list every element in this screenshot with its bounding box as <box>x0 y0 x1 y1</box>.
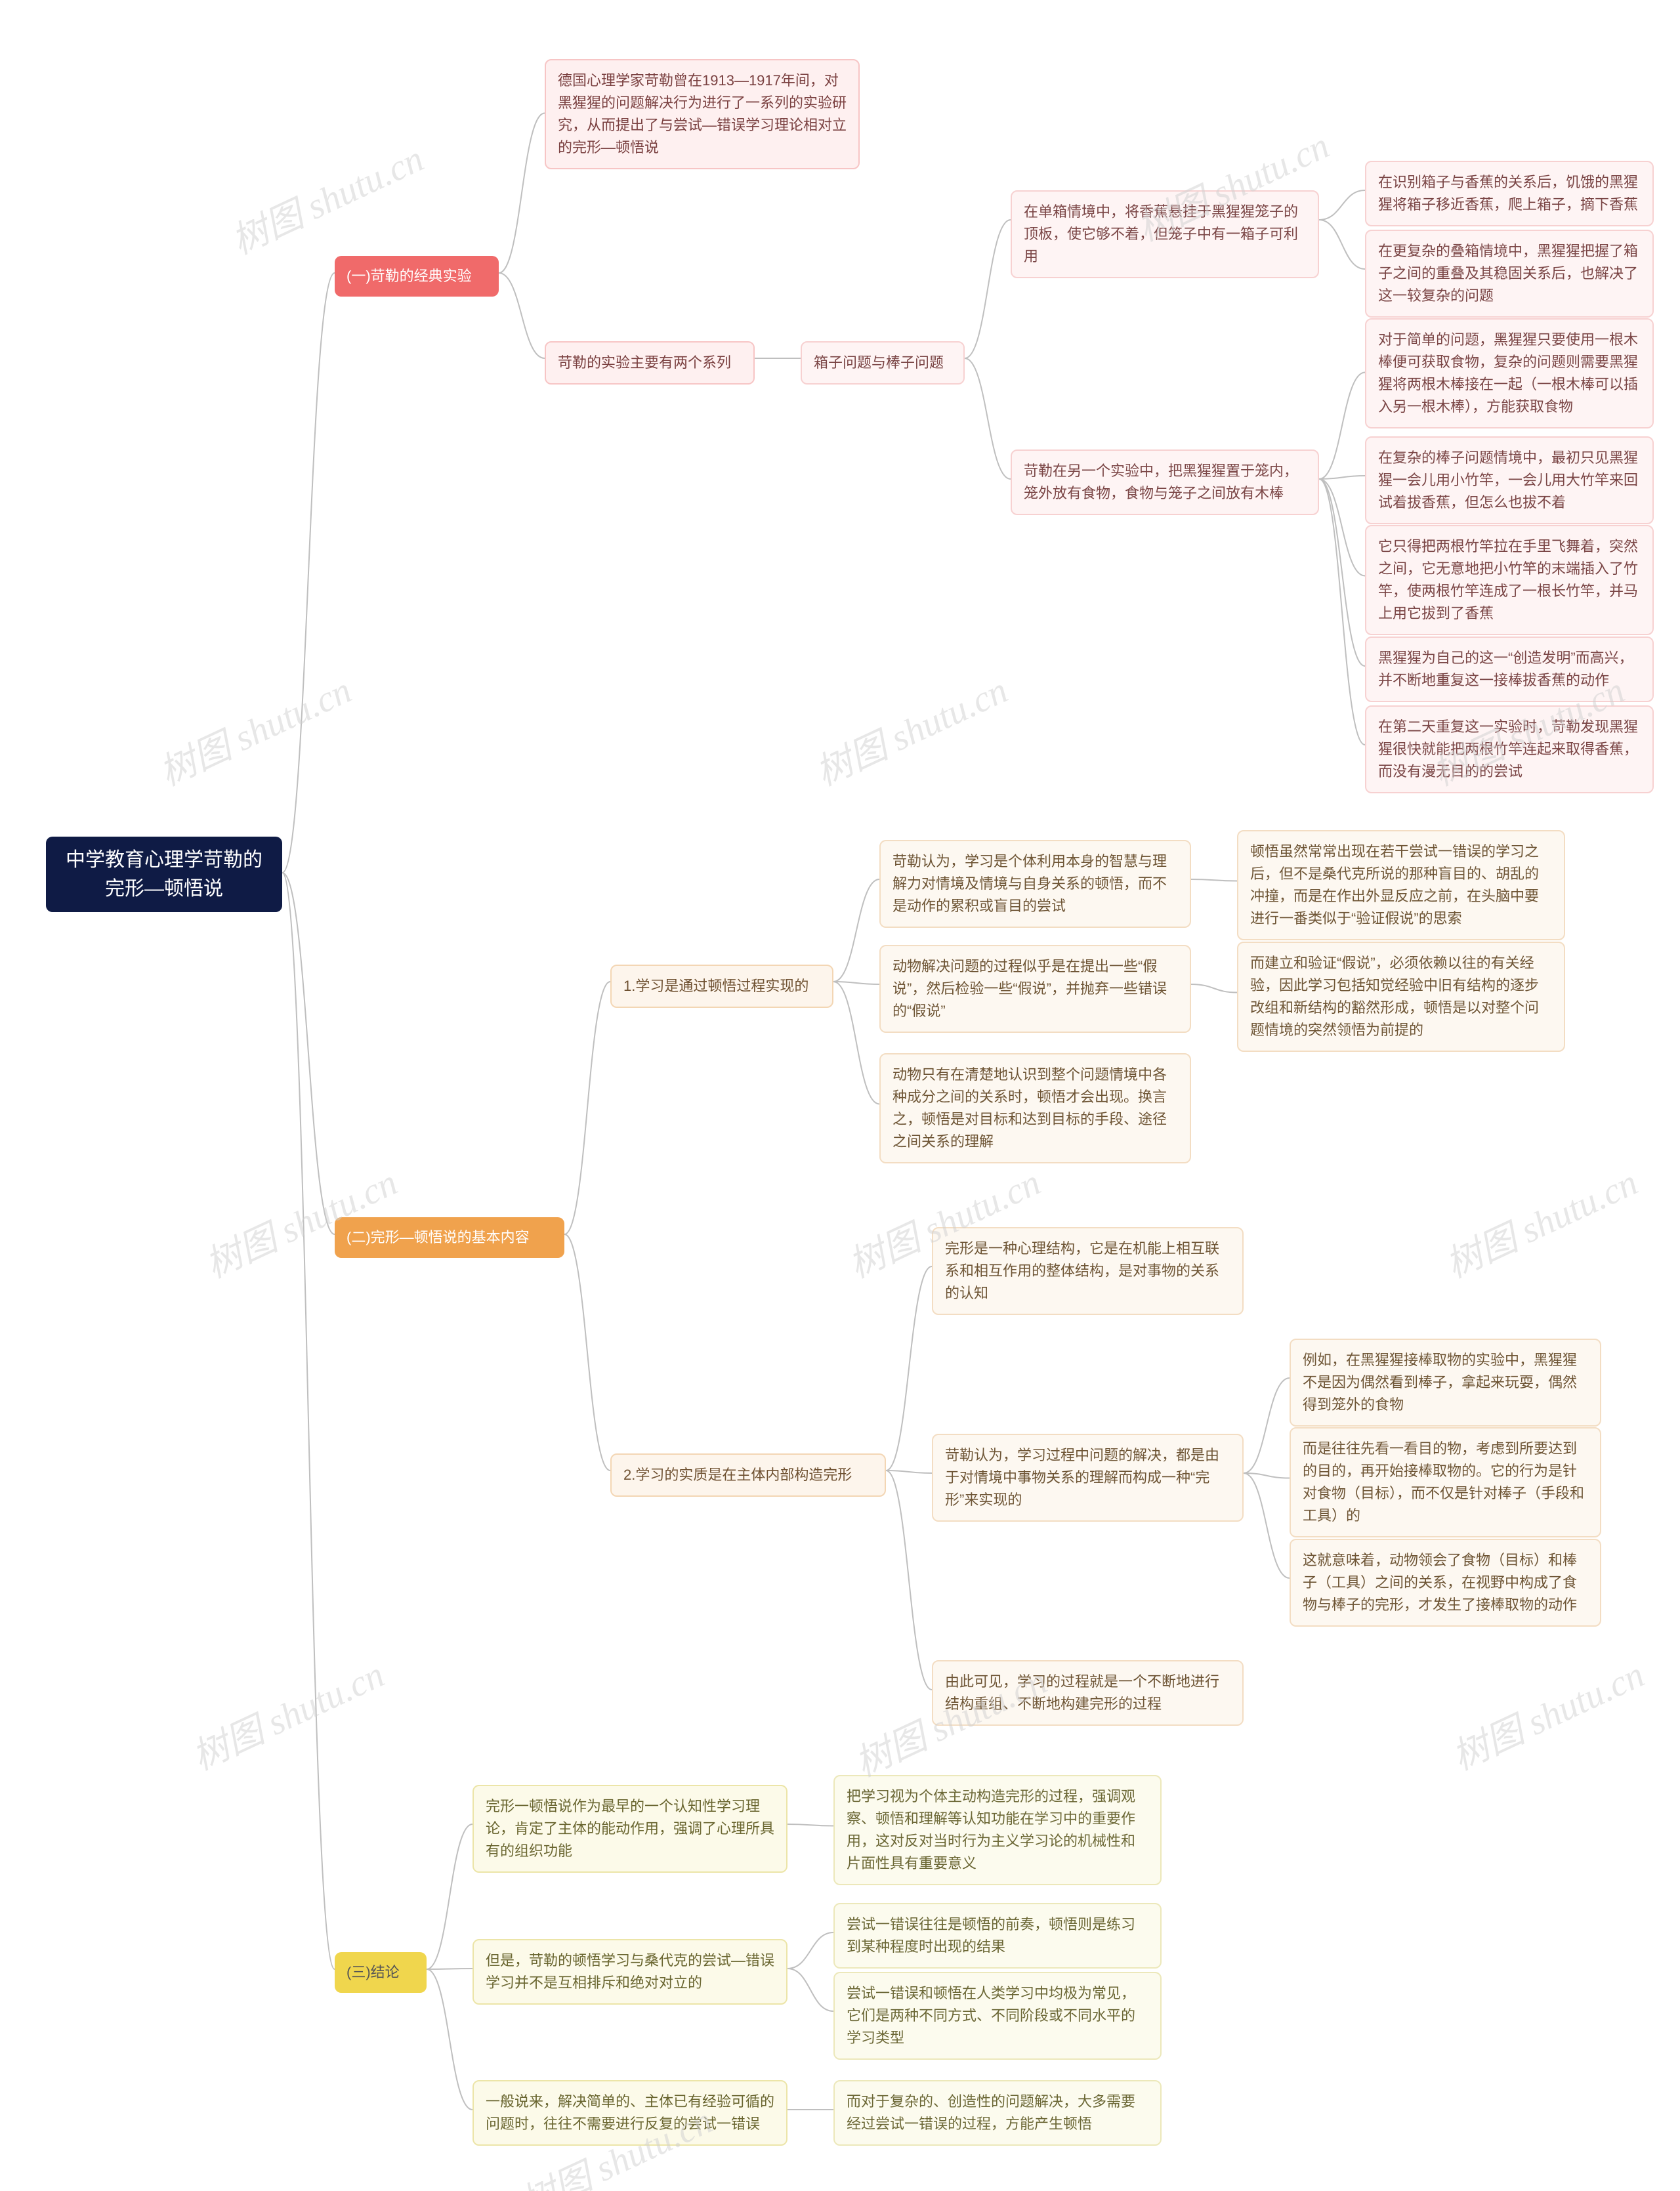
mindmap-node: (二)完形—顿悟说的基本内容 <box>335 1217 564 1258</box>
connector <box>1244 1378 1290 1473</box>
connector <box>965 220 1011 358</box>
mindmap-node: 动物只有在清楚地认识到整个问题情境中各种成分之间的关系时，顿悟才会出现。换言之，… <box>879 1053 1191 1163</box>
watermark: 树图 shutu.cn <box>1442 1645 1652 1780</box>
connector <box>886 1266 932 1471</box>
mindmap-node: 它只得把两根竹竿拉在手里飞舞着，突然之间，它无意地把小竹竿的末端插入了竹竿，使两… <box>1365 525 1654 635</box>
connector <box>1319 220 1365 269</box>
mindmap-node: 中学教育心理学苛勒的完形—顿悟说 <box>46 837 282 912</box>
connector <box>499 273 545 358</box>
connector <box>1319 479 1365 576</box>
mindmap-node: 完形一顿悟说作为最早的一个认知性学习理论，肯定了主体的能动作用，强调了心理所具有… <box>472 1785 788 1873</box>
mindmap-node: 在复杂的棒子问题情境中，最初只见黑猩猩一会儿用小竹竿，一会儿用大竹竿来回试着拔香… <box>1365 436 1654 524</box>
mindmap-node: 在识别箱子与香蕉的关系后，饥饿的黑猩猩将箱子移近香蕉，爬上箱子，摘下香蕉 <box>1365 161 1654 226</box>
mindmap-node: 而对于复杂的、创造性的问题解决，大多需要经过尝试一错误的过程，方能产生顿悟 <box>833 2080 1162 2146</box>
connector <box>788 1932 833 1969</box>
connector <box>1244 1473 1290 1478</box>
mindmap-node: 箱子问题与棒子问题 <box>801 341 965 385</box>
mindmap-node: 在单箱情境中，将香蕉悬挂于黑猩猩笼子的顶板，使它够不着，但笼子中有一箱子可利用 <box>1011 190 1319 278</box>
connector <box>886 1471 932 1690</box>
connector <box>1319 479 1365 666</box>
mindmap-node: 苛勒的实验主要有两个系列 <box>545 341 755 385</box>
mindmap-node: 而是往往先看一看目的物，考虑到所要达到的目的，再开始接棒取物的。它的行为是针对食… <box>1290 1427 1601 1537</box>
connector <box>788 1824 833 1826</box>
mindmap-node: 1.学习是通过顿悟过程实现的 <box>610 965 833 1008</box>
connector <box>886 1471 932 1473</box>
connector <box>564 982 610 1234</box>
connector <box>564 1234 610 1471</box>
watermark: 树图 shutu.cn <box>806 661 1015 796</box>
mindmap-node: 尝试一错误和顿悟在人类学习中均极为常见，它们是两种不同方式、不同阶段或不同水平的… <box>833 1972 1162 2060</box>
connector <box>833 982 879 1104</box>
connector <box>833 982 879 984</box>
mindmap-node: 苛勒在另一个实验中，把黑猩猩置于笼内，笼外放有食物，食物与笼子之间放有木棒 <box>1011 449 1319 515</box>
connector <box>1319 476 1365 479</box>
mindmap-node: 而建立和验证“假说”，必须依赖以往的有关经验，因此学习包括知觉经验中旧有结构的逐… <box>1237 942 1565 1052</box>
connector <box>1191 879 1237 881</box>
watermark: 树图 shutu.cn <box>1436 1153 1645 1288</box>
mindmap-node: 德国心理学家苛勒曾在1913—1917年间，对黑猩猩的问题解决行为进行了一系列的… <box>545 59 860 169</box>
connector <box>1319 479 1365 745</box>
connector <box>788 1969 833 2011</box>
connector <box>282 273 335 873</box>
mindmap-node: 把学习视为个体主动构造完形的过程，强调观察、顿悟和理解等认知功能在学习中的重要作… <box>833 1775 1162 1885</box>
connector <box>1319 190 1365 220</box>
mindmap-node: 由此可见，学习的过程就是一个不断地进行结构重组、不断地构建完形的过程 <box>932 1660 1244 1726</box>
watermark: 树图 shutu.cn <box>182 1645 392 1780</box>
connector <box>833 879 879 982</box>
mindmap-node: 对于简单的问题，黑猩猩只要使用一根木棒便可获取食物，复杂的问题则需要黑猩猩将两根… <box>1365 318 1654 428</box>
connector <box>282 873 335 1234</box>
connector <box>427 1824 472 1969</box>
mindmap-node: (一)苛勒的经典实验 <box>335 256 499 297</box>
mindmap-node: (三)结论 <box>335 1952 427 1993</box>
connector <box>499 114 545 274</box>
mindmap-node: 在更复杂的叠箱情境中，黑猩猩把握了箱子之间的重叠及其稳固关系后，也解决了这一较复… <box>1365 230 1654 318</box>
mindmap-node: 黑猩猩为自己的这一“创造发明”而高兴，并不断地重复这一接棒拔香蕉的动作 <box>1365 636 1654 702</box>
mindmap-node: 动物解决问题的过程似乎是在提出一些“假说”，然后检验一些“假说”，并抛弃一些错误… <box>879 945 1191 1033</box>
mindmap-node: 苛勒认为，学习是个体利用本身的智慧与理解力对情境及情境与自身关系的顿悟，而不是动… <box>879 840 1191 928</box>
mindmap-node: 顿悟虽然常常出现在若干尝试一错误的学习之后，但不是桑代克所说的那种盲目的、胡乱的… <box>1237 830 1565 940</box>
mindmap-node: 但是，苛勒的顿悟学习与桑代克的尝试—错误学习并不是互相排斥和绝对对立的 <box>472 1939 788 2005</box>
mindmap-node: 苛勒认为，学习过程中问题的解决，都是由于对情境中事物关系的理解而构成一种“完形”… <box>932 1434 1244 1522</box>
mindmap-node: 尝试一错误往往是顿悟的前奏，顿悟则是练习到某种程度时出现的结果 <box>833 1903 1162 1969</box>
connector <box>282 873 335 1969</box>
connector <box>427 1969 472 2110</box>
mindmap-node: 完形是一种心理结构，它是在机能上相互联系和相互作用的整体结构，是对事物的关系的认… <box>932 1227 1244 1315</box>
connector <box>1319 373 1365 480</box>
connector <box>1244 1473 1290 1578</box>
mindmap-node: 这就意味着，动物领会了食物（目标）和棒子（工具）之间的关系，在视野中构成了食物与… <box>1290 1539 1601 1627</box>
mindmap-node: 例如，在黑猩猩接棒取物的实验中，黑猩猩不是因为偶然看到棒子，拿起来玩耍，偶然得到… <box>1290 1339 1601 1427</box>
mindmap-node: 在第二天重复这一实验时，苛勒发现黑猩猩很快就能把两根竹竿连起来取得香蕉，而没有漫… <box>1365 705 1654 793</box>
watermark: 树图 shutu.cn <box>222 129 431 264</box>
watermark: 树图 shutu.cn <box>150 661 359 796</box>
connector <box>965 358 1011 479</box>
mindmap-node: 2.学习的实质是在主体内部构造完形 <box>610 1453 886 1497</box>
mindmap-node: 一般说来，解决简单的、主体已有经验可循的问题时，往往不需要进行反复的尝试一错误 <box>472 2080 788 2146</box>
connector <box>1191 984 1237 993</box>
